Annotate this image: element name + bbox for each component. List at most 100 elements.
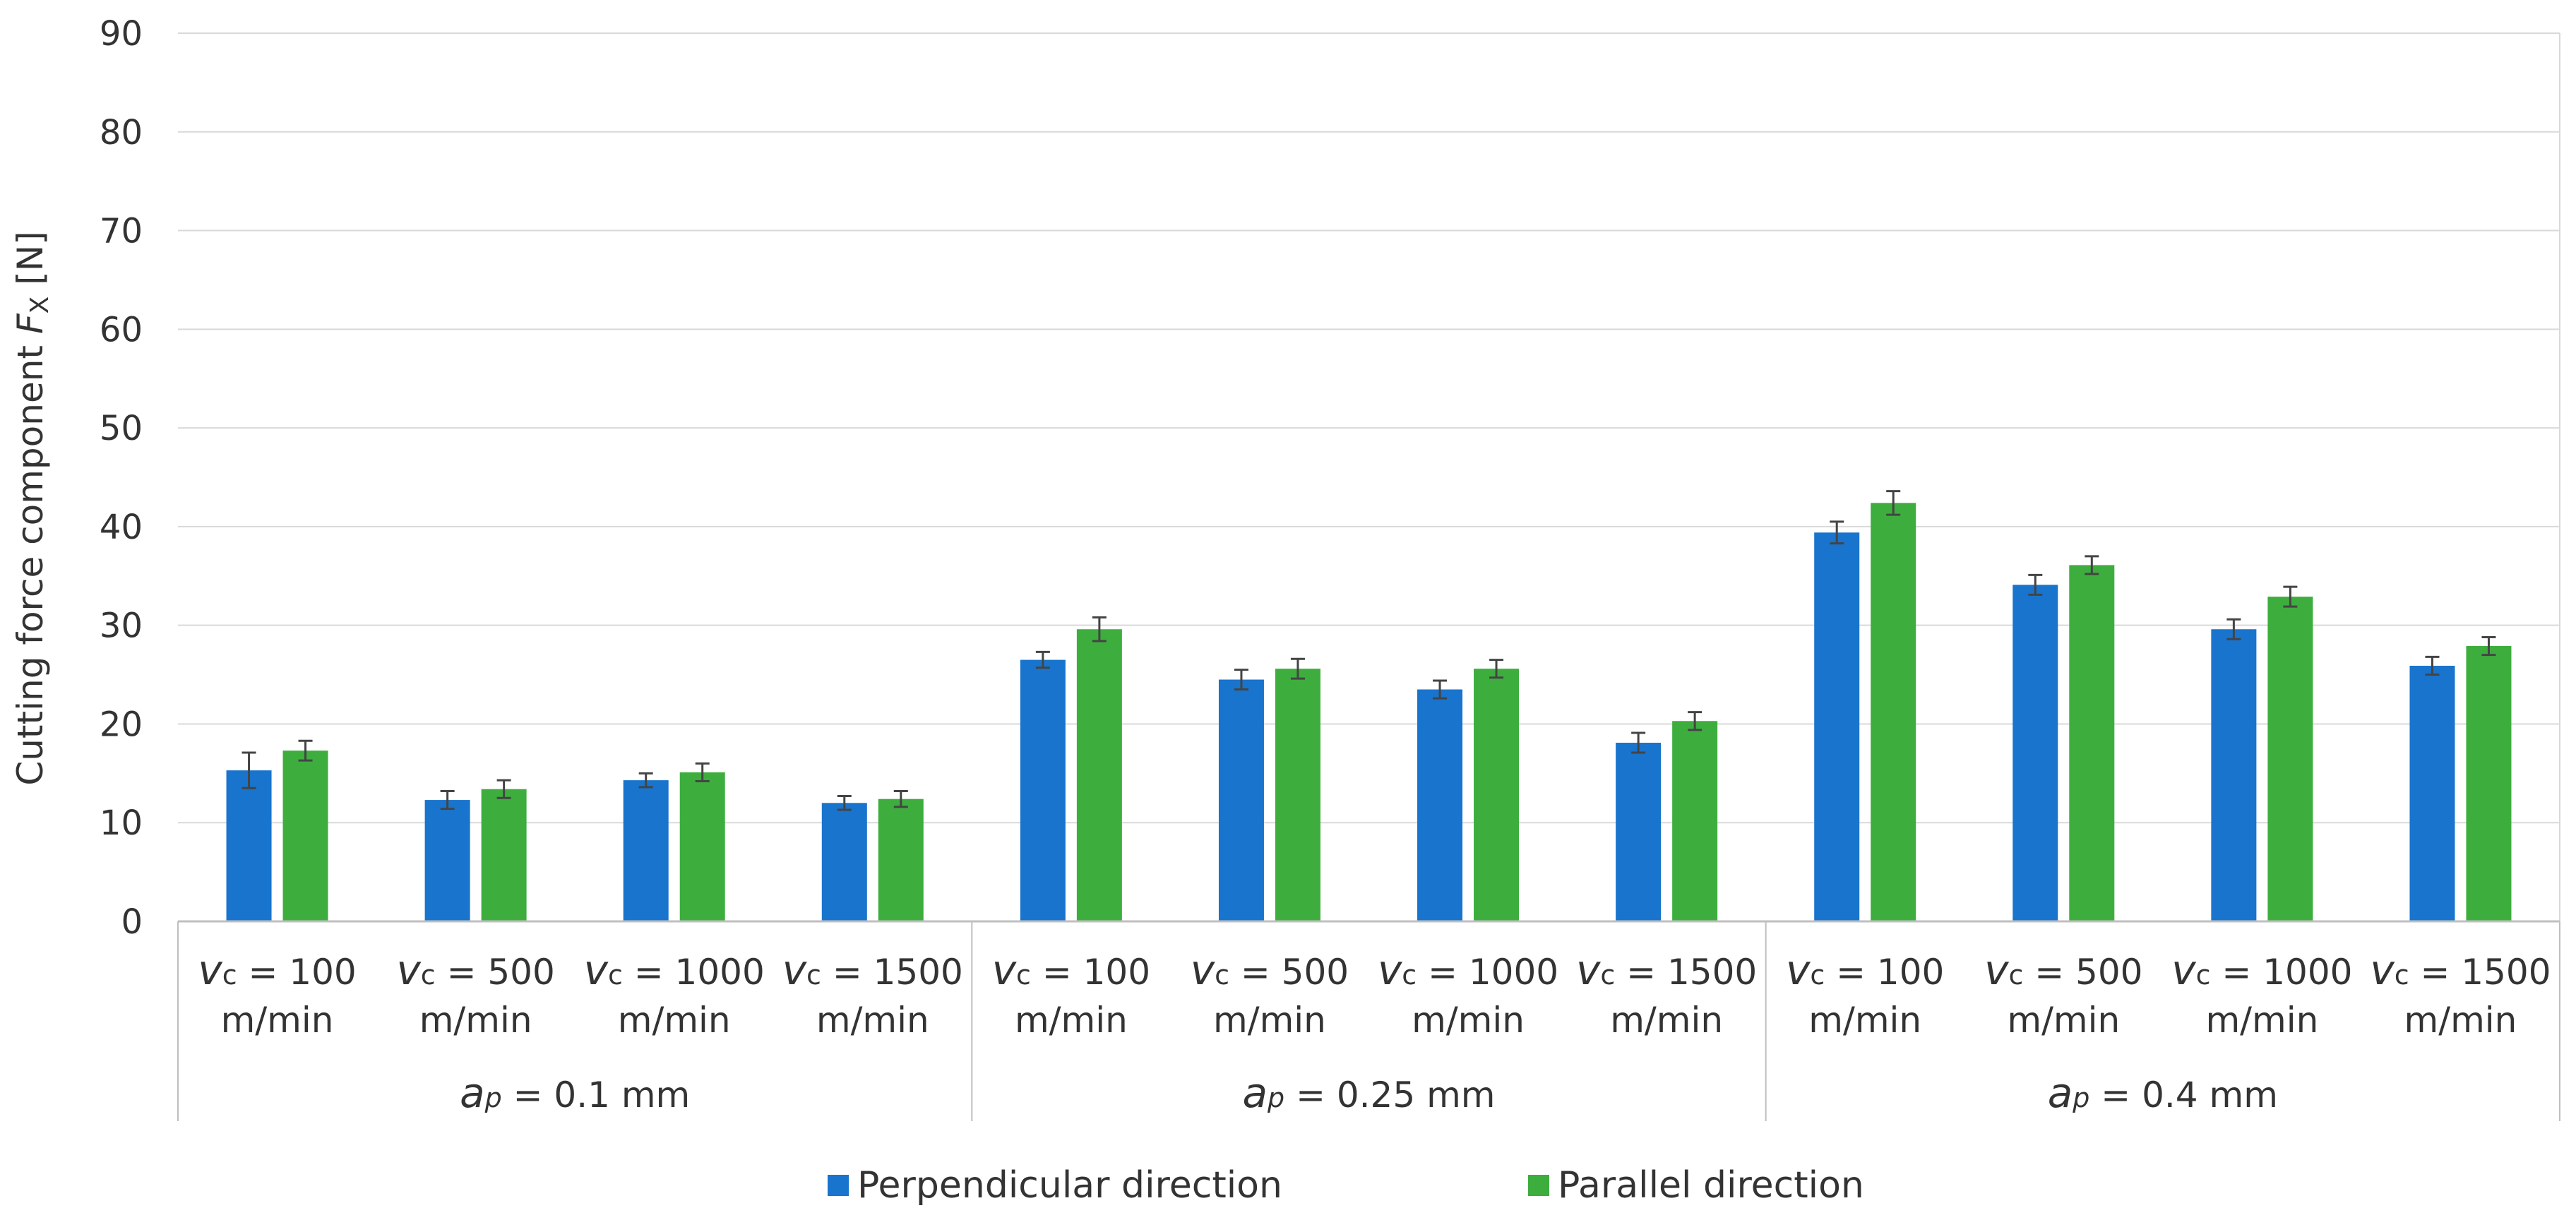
error-bar [1830,520,1844,545]
category-label-speed: vc = 500 [1984,946,2142,994]
error-bar [1886,490,1901,516]
category-labels: vc = 100 m/min vc = 500 m/min vc = 1000 m/min… [198,946,2551,1041]
perpendicular-bar [1417,689,1463,921]
perpendicular-bar [1020,659,1066,921]
legend-swatch [1528,1175,1549,1196]
category-axis [177,920,2560,1121]
parallel-bar [2267,597,2313,921]
y-axis-label-text: Cutting force component [10,345,51,786]
category-label-speed: vc = 1500 [1576,946,1757,994]
y-tick-label: 10 [100,803,143,843]
perpendicular-bar [2211,629,2257,921]
category-label-unit: m/min [2007,1000,2120,1041]
error-bar [695,762,710,783]
error-bar [2283,585,2298,608]
category-label-speed: vc = 500 [1191,946,1349,994]
y-tick-label: 90 [100,14,143,54]
error-bar [2085,555,2099,575]
category-label-unit: m/min [1808,1000,1921,1041]
category-label-unit: m/min [221,1000,334,1041]
error-bar [893,789,908,808]
y-tick-label: 30 [100,606,143,646]
parallel-bar [1474,669,1520,921]
group-labels: ap = 0.1 mm ap = 0.25 mm ap = 0.4 mm [460,1069,2278,1117]
category-label-unit: m/min [419,1000,532,1041]
parallel-bar [282,750,328,921]
perpendicular-bar [2409,665,2455,921]
legend-label: Perpendicular direction [857,1164,1282,1207]
perpendicular-bar [623,780,669,921]
error-bar [2028,573,2043,596]
y-tick-label: 80 [100,113,143,152]
perpendicular-bar [424,800,470,921]
error-bar [440,789,455,811]
perpendicular-bar [821,803,867,921]
category-label-unit: m/min [618,1000,731,1041]
error-bar [2481,635,2496,657]
error-bar [298,739,313,762]
group-label: ap = 0.25 mm [1243,1069,1496,1117]
y-tick-label: 50 [100,409,143,448]
error-bar [1489,659,1504,679]
parallel-bar [1076,629,1122,921]
y-tick-label: 40 [100,508,143,547]
category-label-speed: vc = 1000 [584,946,765,994]
y-axis-label-subscript: X [25,297,54,314]
error-bar [638,772,653,789]
category-label-unit: m/min [1213,1000,1326,1041]
y-tick-label: 20 [100,705,143,744]
y-tick-label: 60 [100,310,143,349]
error-bar [1631,731,1646,754]
y-axis-ticks: 0 10 20 30 40 50 60 70 80 90 [100,14,143,942]
error-bar [837,794,852,811]
error-bar [1688,711,1703,731]
perpendicular-bar [226,770,272,921]
category-label-speed: vc = 100 [1786,946,1944,994]
category-label-speed: vc = 1500 [2370,946,2551,994]
group-label: ap = 0.1 mm [460,1069,690,1117]
category-label-unit: m/min [2404,1000,2517,1041]
error-bar [1092,616,1107,642]
legend: Perpendicular direction Parallel directio… [828,1164,1864,1207]
parallel-bar [481,789,527,921]
category-label-speed: vc = 1000 [1378,946,1558,994]
y-axis-label-symbol: F [10,313,51,334]
parallel-bar [2466,646,2512,921]
error-bar [2226,618,2241,640]
error-bar [1290,657,1305,680]
error-bar [1433,679,1448,700]
category-label-speed: vc = 1500 [782,946,963,994]
category-label-speed: vc = 100 [992,946,1150,994]
legend-swatch [828,1175,849,1196]
y-axis-label-unit: [N] [10,231,51,285]
group-label: ap = 0.4 mm [2048,1069,2278,1117]
y-axis-label: Cutting force component FX [N] [10,231,54,785]
error-bar [2425,655,2440,676]
y-tick-label: 0 [121,902,143,942]
error-bar [496,779,511,799]
category-label-unit: m/min [816,1000,929,1041]
gridlines [178,32,2560,922]
parallel-bar [1672,721,1718,921]
perpendicular-bar [1218,679,1264,921]
category-label-speed: vc = 1000 [2171,946,2352,994]
parallel-bar [1871,503,1916,921]
parallel-bar [679,772,725,921]
category-label-speed: vc = 100 [198,946,356,994]
error-bar [1035,650,1050,669]
category-label-speed: vc = 500 [396,946,554,994]
category-label-unit: m/min [1015,1000,1128,1041]
category-label-unit: m/min [1412,1000,1525,1041]
parallel-bar [2069,565,2115,921]
legend-label: Parallel direction [1558,1164,1864,1207]
perpendicular-bar [1616,743,1662,921]
perpendicular-bar [1814,532,1860,921]
parallel-bar [1275,669,1320,921]
error-bar [1234,669,1248,691]
error-bar [242,751,256,789]
perpendicular-bar [2012,585,2058,921]
bars [226,490,2512,921]
parallel-bar [878,799,924,921]
category-label-unit: m/min [1610,1000,1723,1041]
